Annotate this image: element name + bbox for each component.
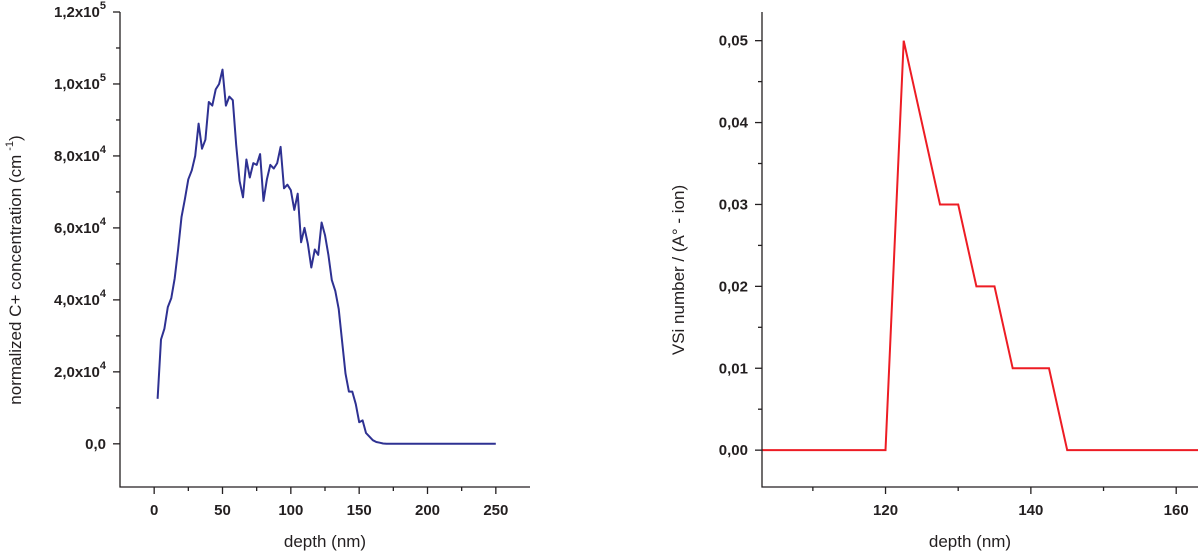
left-x-tick-label: 150 (347, 502, 372, 519)
right-x-tick-labels: 120 140 160 (873, 502, 1189, 519)
left-x-tick-labels: 0 50 100 150 200 250 (150, 502, 508, 519)
left-axes (119, 12, 530, 488)
left-y-tick-label: 1,0x105 (54, 72, 106, 93)
right-y-tick-label: 0,04 (719, 115, 749, 132)
left-y-tick-label: 6,0x104 (54, 216, 107, 237)
right-y-tick-label: 0,00 (719, 442, 748, 459)
left-y-tick-label: 4,0x104 (54, 288, 107, 309)
right-axis-ticks (755, 40, 1177, 494)
left-y-tick-labels: 0,0 2,0x104 4,0x104 6,0x104 8,0x104 1,0x105 1,… (54, 0, 107, 453)
right-series-line (762, 40, 1198, 452)
left-y-tick-label: 2,0x104 (54, 360, 107, 381)
left-x-tick-label: 250 (483, 502, 508, 519)
right-x-axis-title: depth (nm) (929, 532, 1011, 551)
chart-right: 120 140 160 0,00 0,01 0,02 0,03 0,04 0,05 depth… (669, 12, 1198, 551)
right-y-tick-labels: 0,00 0,01 0,02 0,03 0,04 0,05 (719, 33, 749, 459)
right-x-tick-label: 160 (1164, 502, 1189, 519)
right-axes (761, 12, 1198, 488)
left-x-tick-label: 200 (415, 502, 440, 519)
chart-left: 0 50 100 150 200 250 0,0 2,0x104 4,0x104 6,0x104… (4, 0, 530, 551)
right-y-axis-title: VSi number / (A° - ion) (669, 185, 688, 355)
left-x-tick-label: 100 (278, 502, 303, 519)
left-axis-ticks (113, 11, 497, 494)
left-y-axis-title: normalized C+ concentration (cm-1) (4, 135, 25, 404)
left-y-tick-label: 0,0 (85, 436, 106, 453)
left-x-axis-title: depth (nm) (284, 532, 366, 551)
right-x-tick-label: 120 (873, 502, 898, 519)
right-y-tick-label: 0,02 (719, 278, 748, 295)
right-y-tick-label: 0,05 (719, 33, 748, 50)
left-y-tick-label: 8,0x104 (54, 144, 107, 165)
left-x-tick-label: 0 (150, 502, 158, 519)
right-x-tick-label: 140 (1018, 502, 1043, 519)
left-series-line (156, 68, 496, 445)
right-y-tick-label: 0,03 (719, 196, 748, 213)
left-x-tick-label: 50 (214, 502, 231, 519)
right-y-tick-label: 0,01 (719, 360, 748, 377)
left-y-tick-label: 1,2x105 (54, 0, 106, 21)
